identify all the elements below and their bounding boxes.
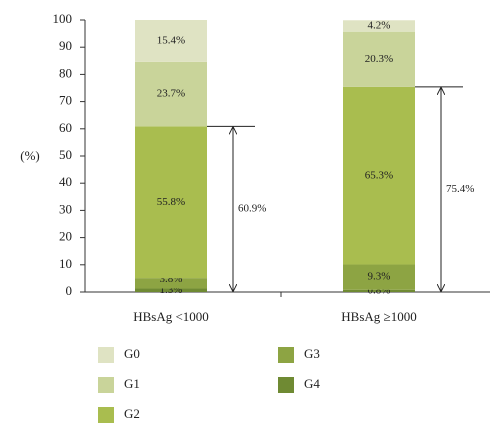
value-label: 55.8% (157, 196, 185, 208)
bar-segment (343, 20, 415, 32)
y-tick-label: 20 (59, 229, 72, 244)
legend-label: G4 (304, 376, 320, 391)
x-tick-label: HBsAg ≥1000 (341, 309, 416, 324)
bar-segment (343, 86, 415, 265)
legend-label: G1 (124, 376, 140, 391)
bar-segment (135, 288, 207, 292)
legend-label: G2 (124, 406, 140, 421)
bar-segment (343, 31, 415, 87)
y-tick-label: 60 (59, 120, 72, 135)
y-tick-label: 0 (66, 283, 73, 298)
value-label: 65.3% (365, 169, 393, 181)
value-label: 9.3% (368, 271, 391, 283)
legend-swatch (98, 407, 114, 423)
x-tick-label: HBsAg <1000 (133, 309, 209, 324)
bar-segment (135, 20, 207, 62)
value-label: 23.7% (157, 88, 185, 100)
value-label: 4.2% (368, 20, 391, 32)
legend-swatch (98, 377, 114, 393)
bar-segment (343, 289, 415, 292)
y-tick-label: 90 (59, 38, 72, 53)
y-tick-label: 70 (59, 93, 72, 108)
annotation: 60.9% (238, 203, 266, 215)
y-tick-label: 50 (59, 147, 72, 162)
y-tick-label: 80 (59, 65, 72, 80)
bar-segment (135, 278, 207, 289)
y-tick-label: 40 (59, 174, 72, 189)
value-label: 15.4% (157, 34, 185, 46)
y-tick-label: 100 (53, 11, 73, 26)
legend-swatch (98, 347, 114, 363)
label-bg (443, 181, 479, 198)
legend-label: G0 (124, 346, 140, 361)
annotation: 75.4% (446, 183, 474, 195)
bar-segment (135, 126, 207, 279)
legend-swatch (278, 347, 294, 363)
legend-swatch (278, 377, 294, 393)
y-axis-label: (%) (20, 148, 40, 163)
y-tick-label: 10 (59, 256, 72, 271)
legend-label: G3 (304, 346, 320, 361)
bar-segment (135, 61, 207, 127)
bar-segment (343, 264, 415, 290)
y-tick-label: 30 (59, 201, 72, 216)
label-bg (235, 201, 271, 218)
value-label: 20.3% (365, 53, 393, 65)
